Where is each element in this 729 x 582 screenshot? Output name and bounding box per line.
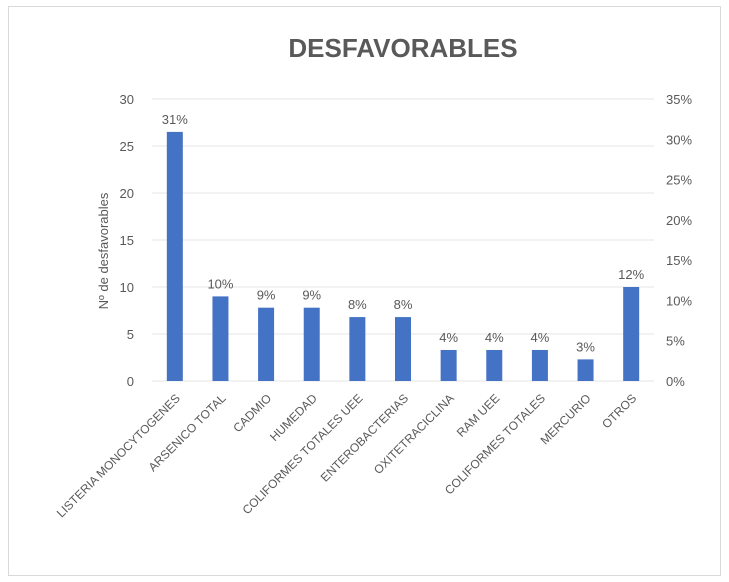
y-tick-label: 0 xyxy=(127,374,134,389)
y-axis-label: Nº de desfavorables xyxy=(96,192,111,309)
bar xyxy=(531,349,548,381)
gridlines xyxy=(152,98,654,382)
data-label: 10% xyxy=(207,276,233,291)
y2-tick-label: 15% xyxy=(666,253,692,268)
y2-tick-label: 25% xyxy=(666,173,692,188)
data-label: 4% xyxy=(439,330,458,345)
y2-tick-label: 30% xyxy=(666,132,692,147)
y-tick-label: 5 xyxy=(127,327,134,342)
bar xyxy=(577,359,594,381)
bar xyxy=(212,296,229,381)
y-tick-label: 30 xyxy=(120,92,134,107)
y-axis-right: 0% 5% 10% 15% 20% 25% 30% 35% xyxy=(666,92,692,389)
y-tick-label: 10 xyxy=(120,280,134,295)
data-label: 12% xyxy=(618,267,644,282)
y-tick-label: 25 xyxy=(120,139,134,154)
data-label: 4% xyxy=(531,330,550,345)
bars xyxy=(166,131,640,381)
chart-title: DESFAVORABLES xyxy=(288,33,517,63)
bar xyxy=(303,307,320,381)
data-labels: 31% 10% 9% 9% 8% 8% 4% 4% 4% 3% 12% xyxy=(162,112,645,354)
data-label: 4% xyxy=(485,330,504,345)
bar xyxy=(486,349,503,381)
chart-frame: DESFAVORABLES 0 5 10 15 20 25 30 0% 5% 10% 15% 20%… xyxy=(8,6,721,576)
y2-tick-label: 0% xyxy=(666,374,685,389)
data-label: 8% xyxy=(394,297,413,312)
y-tick-label: 20 xyxy=(120,186,134,201)
y2-tick-label: 20% xyxy=(666,213,692,228)
category-label: ENTEROBACTERIAS xyxy=(318,391,411,484)
y-axis-left: 0 5 10 15 20 25 30 xyxy=(120,92,134,389)
bar xyxy=(395,317,411,381)
data-label: 9% xyxy=(302,288,321,303)
category-label: RAM UEE xyxy=(454,391,503,440)
bar xyxy=(258,307,275,381)
data-label: 9% xyxy=(257,288,276,303)
bar xyxy=(440,349,457,381)
chart-area: DESFAVORABLES 0 5 10 15 20 25 30 0% 5% 10% 15% 20%… xyxy=(54,33,693,520)
category-label: CADMIO xyxy=(230,391,274,435)
y2-tick-label: 35% xyxy=(666,92,692,107)
y2-tick-label: 10% xyxy=(666,293,692,308)
bar xyxy=(349,317,366,381)
bar xyxy=(166,131,183,381)
y-tick-label: 15 xyxy=(120,233,134,248)
category-label: ARSENICO TOTAL xyxy=(146,391,229,474)
data-label: 8% xyxy=(348,297,367,312)
bar xyxy=(623,287,640,381)
category-label: OXITETRACICLINA xyxy=(371,391,457,477)
category-label: OTROS xyxy=(599,391,639,431)
y2-tick-label: 5% xyxy=(666,334,685,349)
data-label: 31% xyxy=(162,112,188,127)
data-label: 3% xyxy=(576,339,595,354)
